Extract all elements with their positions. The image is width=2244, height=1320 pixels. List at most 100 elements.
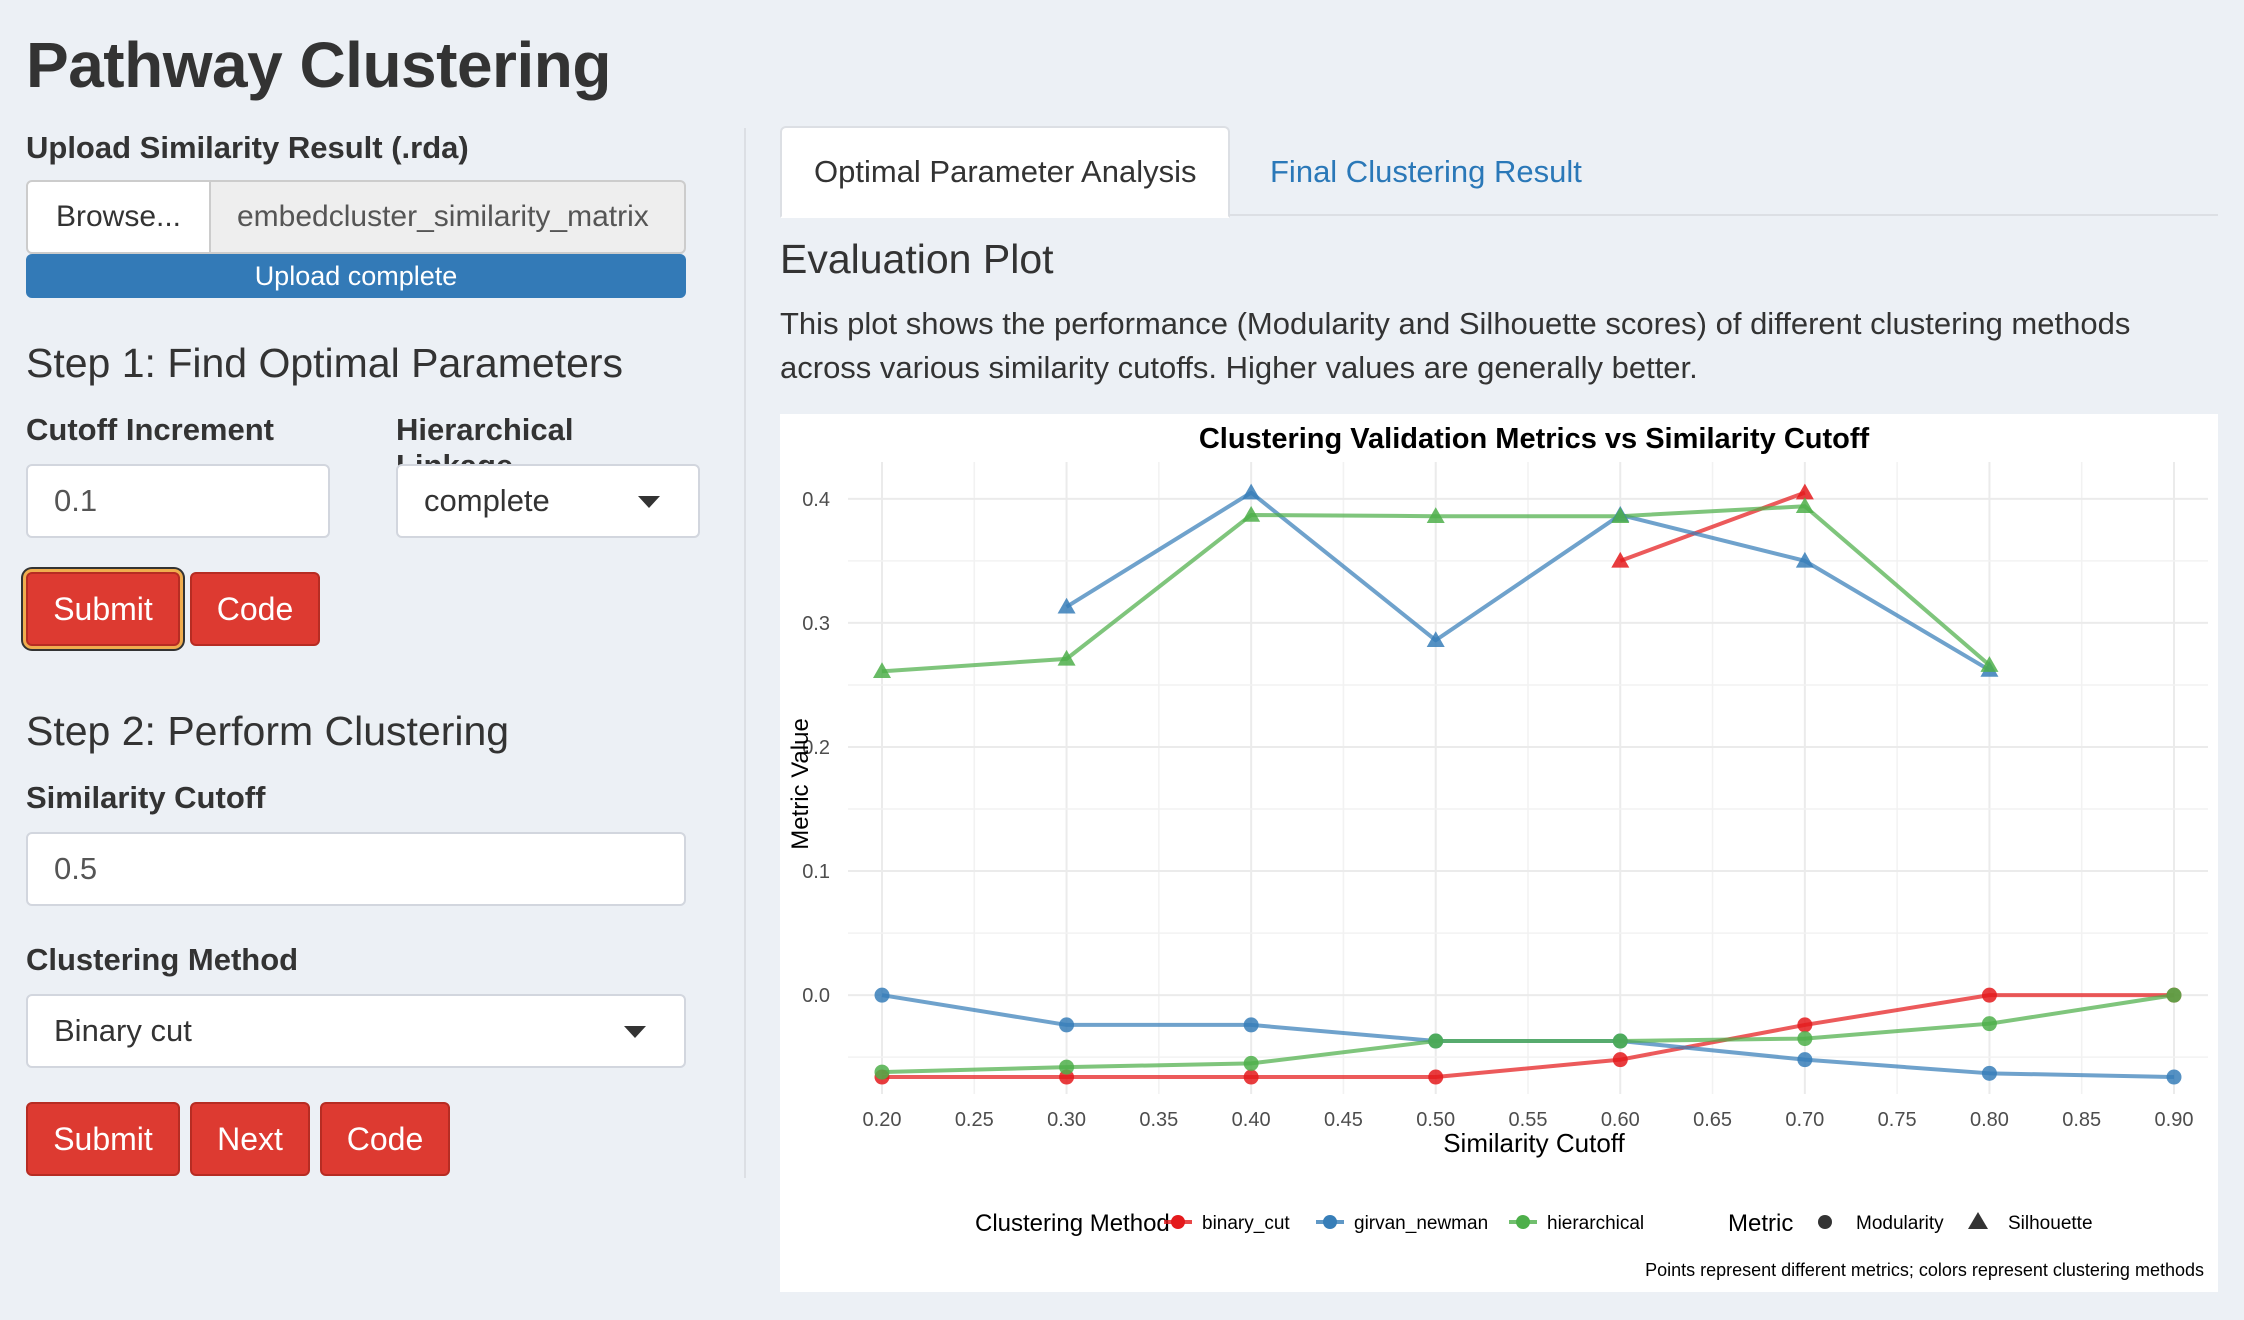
panel-divider — [744, 128, 746, 1178]
data-point-girvan_newman-silhouette — [1057, 597, 1076, 614]
series-line-binary_cut-silhouette — [1619, 490, 1806, 563]
x-tick-label: 0.35 — [1139, 1109, 1178, 1131]
data-point-hierarchical-modularity — [1612, 1033, 1628, 1049]
tab-final-clustering-result[interactable]: Final Clustering Result — [1270, 154, 1582, 189]
chevron-down-icon — [624, 1026, 646, 1038]
clustering-method-label: Clustering Method — [26, 942, 299, 977]
linkage-select-value: complete — [424, 483, 550, 518]
x-tick-label: 0.50 — [1416, 1109, 1455, 1131]
data-point-binary_cut-modularity — [1981, 987, 1997, 1003]
series-line-hierarchical-modularity — [881, 993, 2175, 1075]
step2-code-button[interactable]: Code — [320, 1102, 450, 1176]
section-title: Evaluation Plot — [780, 236, 1054, 282]
step1-title: Step 1: Find Optimal Parameters — [26, 340, 624, 386]
x-tick-label: 0.90 — [2155, 1109, 2194, 1131]
step1-submit-button[interactable]: Submit — [26, 572, 180, 646]
chart-series-points — [873, 483, 2182, 1085]
data-point-binary_cut-modularity — [1797, 1017, 1813, 1033]
tab-bar: Optimal Parameter Analysis Final Cluster… — [780, 126, 2218, 218]
app-title: Pathway Clustering — [26, 29, 611, 101]
x-tick-label: 0.65 — [1693, 1109, 1732, 1131]
data-point-girvan_newman-silhouette — [1242, 483, 1261, 500]
plot-description: This plot shows the performance (Modular… — [780, 306, 2131, 385]
data-point-hierarchical-silhouette — [1242, 505, 1261, 522]
x-tick-label: 0.80 — [1970, 1109, 2009, 1131]
x-tick-label: 0.85 — [2062, 1109, 2101, 1131]
data-point-hierarchical-modularity — [1059, 1059, 1075, 1075]
x-tick-label: 0.70 — [1785, 1109, 1824, 1131]
data-point-girvan_newman-silhouette — [1426, 631, 1445, 648]
file-input: Browse... embedcluster_similarity_matrix — [26, 180, 686, 254]
upload-progress-bar: Upload complete — [26, 254, 686, 298]
data-point-girvan_newman-modularity — [874, 987, 890, 1003]
legend-label-silhouette: Silhouette — [2008, 1213, 2093, 1234]
data-point-hierarchical-silhouette — [1611, 507, 1630, 523]
data-point-hierarchical-modularity — [874, 1064, 890, 1080]
clustering-method-value: Binary cut — [54, 1013, 192, 1048]
upload-label: Upload Similarity Result (.rda) — [26, 130, 469, 165]
cutoff-increment-label: Cutoff Increment — [26, 412, 274, 447]
cutoff-increment-input[interactable]: 0.1 — [26, 464, 330, 538]
data-point-hierarchical-modularity — [1428, 1033, 1444, 1049]
data-point-hierarchical-modularity — [1243, 1055, 1259, 1071]
legend-key-point — [1516, 1215, 1530, 1229]
data-point-binary_cut-modularity — [1428, 1069, 1444, 1085]
y-tick-label: 0.0 — [802, 985, 830, 1007]
x-tick-label: 0.45 — [1324, 1109, 1363, 1131]
x-tick-label: 0.40 — [1232, 1109, 1271, 1131]
clustering-method-select[interactable]: Binary cut — [26, 994, 686, 1068]
data-point-binary_cut-modularity — [1612, 1052, 1628, 1068]
data-point-binary_cut-modularity — [1243, 1069, 1259, 1085]
file-name-field[interactable]: embedcluster_similarity_matrix — [211, 180, 686, 254]
legend-modularity-shape — [1818, 1215, 1832, 1229]
data-point-girvan_newman-modularity — [1059, 1017, 1075, 1033]
evaluation-plot: 0.20 0.25 0.30 0.35 0.40 0.45 0.50 0.55 0.60 0.65… — [780, 414, 2218, 1292]
legend-label-hierarchical: hierarchical — [1547, 1213, 1644, 1234]
chart-xlabel: Similarity Cutoff — [1443, 1128, 1625, 1158]
upload-progress-text: Upload complete — [254, 260, 458, 291]
x-tick-label: 0.20 — [863, 1109, 902, 1131]
data-point-hierarchical-silhouette — [873, 662, 891, 679]
x-tick-label: 0.30 — [1047, 1109, 1086, 1131]
legend-key-point — [1171, 1215, 1185, 1229]
legend-color-title: Clustering Method — [975, 1210, 1170, 1237]
linkage-select[interactable]: complete — [396, 464, 700, 538]
data-point-hierarchical-modularity — [1981, 1016, 1997, 1032]
legend-label-modularity: Modularity — [1856, 1213, 1944, 1234]
data-point-girvan_newman-modularity — [1243, 1017, 1259, 1033]
x-tick-label: 0.55 — [1509, 1109, 1548, 1131]
data-point-girvan_newman-modularity — [1981, 1065, 1997, 1081]
data-point-girvan_newman-modularity — [1797, 1052, 1813, 1068]
y-tick-label: 0.2 — [802, 737, 830, 759]
series-line-binary_cut-modularity — [882, 993, 2174, 1080]
step2-title: Step 2: Perform Clustering — [26, 708, 510, 754]
browse-button[interactable]: Browse... — [26, 180, 211, 254]
data-point-hierarchical-silhouette — [1980, 656, 1999, 672]
tab-optimal-parameter-analysis[interactable]: Optimal Parameter Analysis — [780, 126, 1231, 218]
series-line-girvan_newman-silhouette — [1065, 490, 1991, 672]
data-point-girvan_newman-silhouette — [1795, 551, 1814, 568]
step2-submit-button[interactable]: Submit — [26, 1102, 180, 1176]
data-point-hierarchical-modularity — [1797, 1031, 1813, 1047]
x-tick-label: 0.25 — [955, 1109, 994, 1131]
legend-silhouette-shape — [1968, 1212, 1988, 1229]
chart-ylabel: Metric Value — [787, 718, 814, 850]
data-point-binary_cut-silhouette — [1611, 551, 1630, 568]
y-tick-label: 0.1 — [802, 861, 830, 883]
data-point-girvan_newman-modularity — [2166, 1069, 2182, 1085]
y-tick-label: 0.4 — [802, 489, 830, 511]
data-point-binary_cut-silhouette — [1795, 483, 1814, 500]
similarity-cutoff-input[interactable]: 0.5 — [26, 832, 686, 906]
chart-title: Clustering Validation Metrics vs Similar… — [1199, 423, 1870, 455]
y-tick-label: 0.3 — [802, 613, 830, 635]
legend-key-point — [1323, 1215, 1337, 1229]
x-tick-label: 0.75 — [1878, 1109, 1917, 1131]
legend-shape-title: Metric — [1728, 1210, 1793, 1237]
x-tick-label: 0.60 — [1601, 1109, 1640, 1131]
chart-axis-ticks: 0.20 0.25 0.30 0.35 0.40 0.45 0.50 0.55 0.60 0.65… — [802, 489, 2193, 1131]
step2-next-button[interactable]: Next — [190, 1102, 310, 1176]
chart-svg: 0.20 0.25 0.30 0.35 0.40 0.45 0.50 0.55 0.60 0.65… — [787, 423, 2208, 1280]
legend-label-girvan_newman: girvan_newman — [1354, 1213, 1488, 1234]
step1-code-button[interactable]: Code — [190, 572, 320, 646]
data-point-hierarchical-silhouette — [1795, 497, 1814, 514]
